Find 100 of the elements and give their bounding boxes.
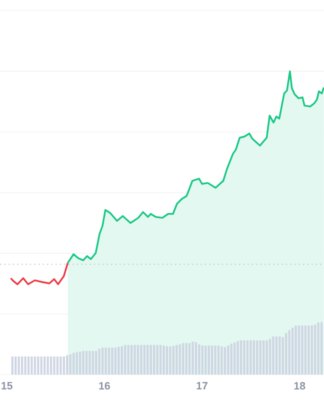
- bar: [320, 322, 323, 375]
- bar: [56, 356, 59, 375]
- bar: [127, 344, 130, 375]
- x-tick-label: 16: [99, 382, 110, 390]
- bar: [194, 342, 198, 375]
- bar: [104, 348, 107, 375]
- bar: [11, 356, 14, 375]
- bar: [250, 340, 252, 375]
- bar: [140, 344, 142, 375]
- bar: [291, 328, 294, 375]
- bar: [18, 356, 20, 375]
- bar: [72, 352, 75, 375]
- bar: [224, 347, 226, 375]
- bar: [288, 330, 290, 375]
- bar: [143, 344, 146, 375]
- bar: [304, 326, 307, 375]
- bar: [192, 342, 194, 375]
- bar: [208, 346, 210, 375]
- bar: [136, 344, 140, 375]
- bar: [69, 354, 72, 375]
- bar: [85, 351, 88, 375]
- bar: [95, 351, 98, 375]
- bar: [308, 326, 310, 375]
- bar: [243, 340, 246, 375]
- bar: [50, 356, 52, 375]
- bar: [159, 344, 162, 375]
- bar: [285, 333, 288, 375]
- bar: [301, 326, 304, 375]
- bar: [220, 346, 223, 375]
- bar: [198, 344, 200, 375]
- x-tick-label: 15: [2, 382, 12, 390]
- bar: [76, 352, 78, 375]
- bar: [62, 356, 65, 375]
- bar: [227, 346, 230, 375]
- bar: [60, 356, 62, 375]
- bar: [178, 344, 181, 375]
- bar: [46, 356, 49, 375]
- bar: [262, 340, 265, 375]
- bar: [34, 356, 36, 375]
- bar: [294, 326, 297, 375]
- bar: [317, 322, 320, 375]
- bar: [204, 346, 207, 375]
- bar: [282, 337, 284, 375]
- bar: [234, 342, 236, 375]
- bar: [101, 348, 104, 375]
- bar: [82, 351, 84, 375]
- bar: [310, 326, 313, 375]
- bar: [53, 356, 56, 375]
- bar: [114, 348, 117, 375]
- bar: [156, 344, 158, 375]
- bar: [92, 351, 94, 375]
- bar: [210, 346, 214, 375]
- bar: [278, 336, 281, 375]
- bar: [14, 356, 17, 375]
- bar: [314, 324, 316, 375]
- bar: [201, 346, 204, 375]
- bar: [162, 346, 165, 375]
- bar: [185, 343, 188, 375]
- bar: [272, 336, 274, 375]
- bar: [188, 343, 191, 375]
- bar: [134, 344, 136, 375]
- bar: [176, 344, 178, 375]
- bar: [182, 343, 184, 375]
- bar: [44, 356, 46, 375]
- bar: [236, 340, 239, 375]
- bar: [20, 356, 24, 375]
- bar: [111, 348, 114, 375]
- bar: [24, 356, 26, 375]
- bar: [130, 344, 133, 375]
- bar: [252, 340, 255, 375]
- bar: [166, 346, 168, 375]
- bar: [66, 355, 68, 375]
- bar: [150, 344, 152, 375]
- bar: [298, 326, 300, 375]
- x-tick-label: 17: [196, 382, 208, 390]
- bar: [108, 348, 110, 375]
- bar: [120, 346, 123, 375]
- bar: [268, 338, 272, 375]
- bar: [118, 346, 120, 375]
- bar: [40, 356, 42, 375]
- bar: [259, 340, 262, 375]
- bar: [214, 346, 216, 375]
- bar: [30, 356, 33, 375]
- bar: [240, 340, 242, 375]
- bar: [256, 340, 258, 375]
- bar: [275, 336, 278, 375]
- bar: [27, 356, 30, 375]
- bar: [88, 351, 91, 375]
- bar: [172, 346, 174, 375]
- bar: [246, 340, 249, 375]
- bar: [146, 344, 149, 375]
- x-tick-label: 18: [294, 382, 306, 390]
- bar: [153, 344, 156, 375]
- bar: [230, 344, 232, 375]
- bar: [124, 344, 126, 375]
- bar: [37, 356, 40, 375]
- bar: [169, 346, 172, 375]
- bar: [98, 348, 100, 375]
- bar: [78, 352, 82, 375]
- bar: [217, 346, 220, 375]
